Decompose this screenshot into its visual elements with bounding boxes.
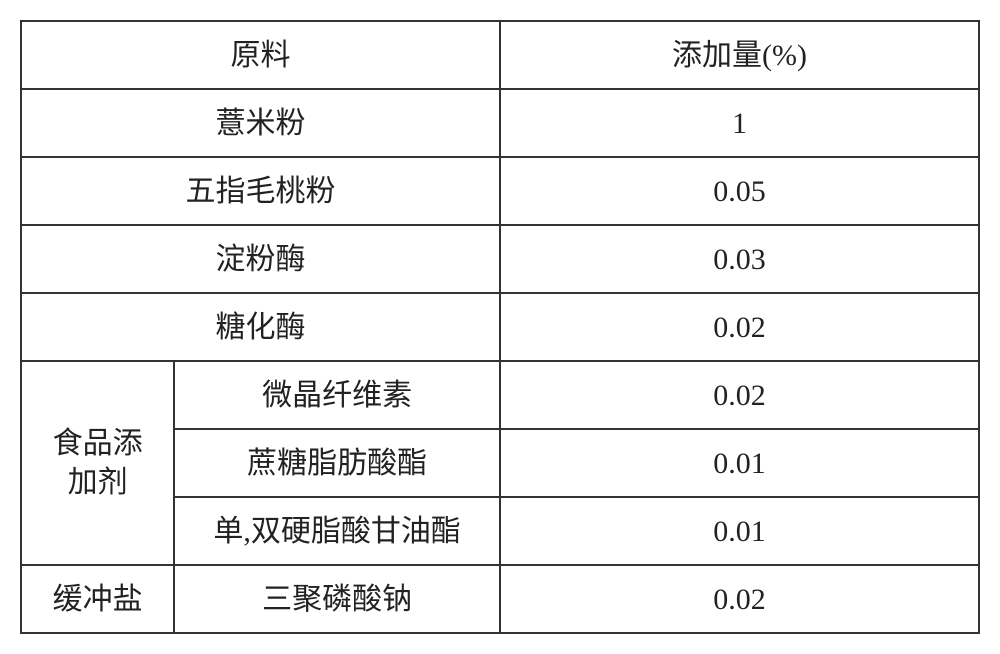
material-name: 微晶纤维素 (174, 361, 500, 429)
ingredients-table: 原料 添加量(%) 薏米粉 1 五指毛桃粉 0.05 淀粉酶 0.03 糖化酶 … (20, 20, 980, 634)
material-amount: 0.02 (500, 565, 979, 633)
table-header-row: 原料 添加量(%) (21, 21, 979, 89)
table-row: 糖化酶 0.02 (21, 293, 979, 361)
material-amount: 0.03 (500, 225, 979, 293)
group-label-additives: 食品添 加剂 (21, 361, 174, 565)
material-name: 五指毛桃粉 (21, 157, 500, 225)
material-name: 单,双硬脂酸甘油酯 (174, 497, 500, 565)
material-amount: 0.01 (500, 497, 979, 565)
header-material: 原料 (21, 21, 500, 89)
material-amount: 0.01 (500, 429, 979, 497)
material-name: 三聚磷酸钠 (174, 565, 500, 633)
table-row: 缓冲盐 三聚磷酸钠 0.02 (21, 565, 979, 633)
material-amount: 0.05 (500, 157, 979, 225)
table-row: 淀粉酶 0.03 (21, 225, 979, 293)
material-name: 淀粉酶 (21, 225, 500, 293)
material-amount: 0.02 (500, 361, 979, 429)
material-name: 蔗糖脂肪酸酯 (174, 429, 500, 497)
table-row: 食品添 加剂 微晶纤维素 0.02 (21, 361, 979, 429)
header-amount: 添加量(%) (500, 21, 979, 89)
table-row: 五指毛桃粉 0.05 (21, 157, 979, 225)
material-amount: 0.02 (500, 293, 979, 361)
material-name: 薏米粉 (21, 89, 500, 157)
material-name: 糖化酶 (21, 293, 500, 361)
table-row: 薏米粉 1 (21, 89, 979, 157)
group-label-buffer: 缓冲盐 (21, 565, 174, 633)
ingredients-table-container: 原料 添加量(%) 薏米粉 1 五指毛桃粉 0.05 淀粉酶 0.03 糖化酶 … (20, 20, 980, 634)
material-amount: 1 (500, 89, 979, 157)
